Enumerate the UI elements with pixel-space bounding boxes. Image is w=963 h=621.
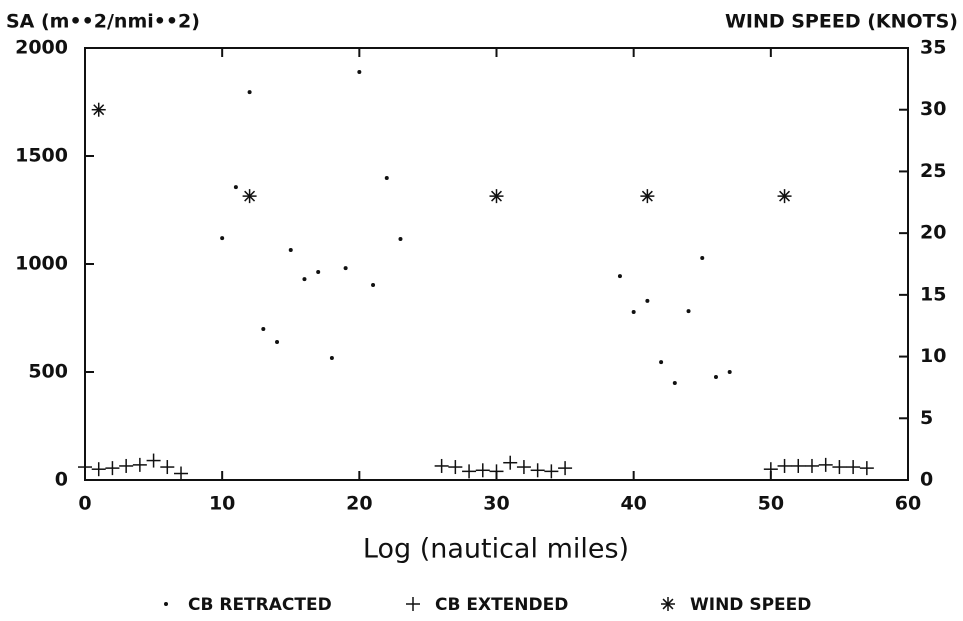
point [832, 460, 847, 475]
point [645, 298, 650, 303]
point [516, 460, 531, 475]
y-tick-label: 1500 [15, 145, 68, 167]
x-axis-label: Log (nautical miles) [363, 534, 629, 565]
y2-axis-label: WIND SPEED (KNOTS) [725, 11, 958, 33]
point [371, 282, 376, 287]
x-tick-label: 0 [78, 493, 91, 515]
point [398, 236, 403, 241]
y2-tick-label: 35 [920, 37, 946, 59]
point [119, 458, 134, 473]
point [343, 266, 348, 271]
point [489, 189, 504, 204]
point [544, 464, 559, 479]
point [174, 466, 189, 481]
point [859, 461, 874, 476]
point [357, 69, 362, 74]
x-tick-label: 20 [346, 493, 372, 515]
x-tick-label: 30 [483, 493, 509, 515]
point [247, 90, 252, 95]
point [713, 374, 718, 379]
x-tick-label: 60 [895, 493, 921, 515]
point [617, 274, 622, 279]
legend-symbol [661, 597, 675, 611]
point-stroke [779, 190, 791, 202]
point [261, 327, 266, 332]
point [329, 355, 334, 360]
point-stroke [491, 190, 502, 202]
y-tick-label: 1000 [15, 253, 68, 275]
point [434, 458, 449, 473]
point [302, 277, 307, 282]
point [672, 381, 677, 386]
legend-label: CB RETRACTED [188, 595, 332, 615]
point [640, 189, 655, 204]
point [777, 189, 792, 204]
point [220, 236, 225, 241]
y2-tick-label: 25 [920, 160, 946, 182]
point [384, 176, 389, 181]
point [791, 458, 806, 473]
legend-symbol [164, 602, 168, 606]
point [659, 360, 664, 365]
y2-tick-label: 10 [920, 345, 946, 367]
point [462, 464, 477, 479]
y-tick-label: 500 [28, 361, 68, 383]
point [105, 461, 120, 476]
point [288, 247, 293, 252]
point [503, 455, 518, 470]
point [242, 189, 257, 204]
point [489, 464, 504, 479]
y2-tick-label: 20 [920, 222, 946, 244]
point [475, 463, 490, 478]
point [804, 458, 819, 473]
y2-tick-label: 0 [920, 469, 933, 491]
point [846, 460, 861, 475]
y2-tick-label: 15 [920, 283, 946, 305]
y-tick-label: 2000 [15, 37, 68, 59]
point [78, 460, 92, 475]
point [763, 462, 778, 477]
point [233, 185, 238, 190]
legend-symbol-stroke [662, 598, 674, 610]
point [448, 460, 463, 475]
x-tick-label: 50 [758, 493, 784, 515]
y2-tick-label: 5 [920, 407, 933, 429]
point-stroke [641, 190, 653, 202]
point [316, 269, 321, 274]
y-axis-label: SA (m••2/nmi••2) [6, 11, 200, 33]
point [631, 309, 636, 314]
point [91, 102, 106, 117]
point [686, 309, 691, 314]
point [146, 453, 161, 468]
y2-tick-label: 30 [920, 98, 946, 120]
point [275, 339, 280, 344]
plot-frame [84, 47, 909, 481]
legend-symbol [406, 597, 420, 611]
point [818, 457, 833, 472]
legend-label: CB EXTENDED [435, 595, 568, 615]
point [700, 255, 705, 260]
point-stroke [244, 190, 256, 202]
point [132, 457, 147, 472]
point [91, 462, 106, 477]
legend-label: WIND SPEED [690, 595, 811, 615]
x-tick-label: 10 [209, 493, 235, 515]
point [558, 461, 573, 476]
point [727, 370, 732, 374]
point-stroke [93, 104, 105, 116]
y-tick-label: 0 [55, 469, 68, 491]
point [530, 463, 545, 478]
point [777, 458, 792, 473]
point [160, 460, 175, 475]
x-tick-label: 40 [620, 493, 646, 515]
